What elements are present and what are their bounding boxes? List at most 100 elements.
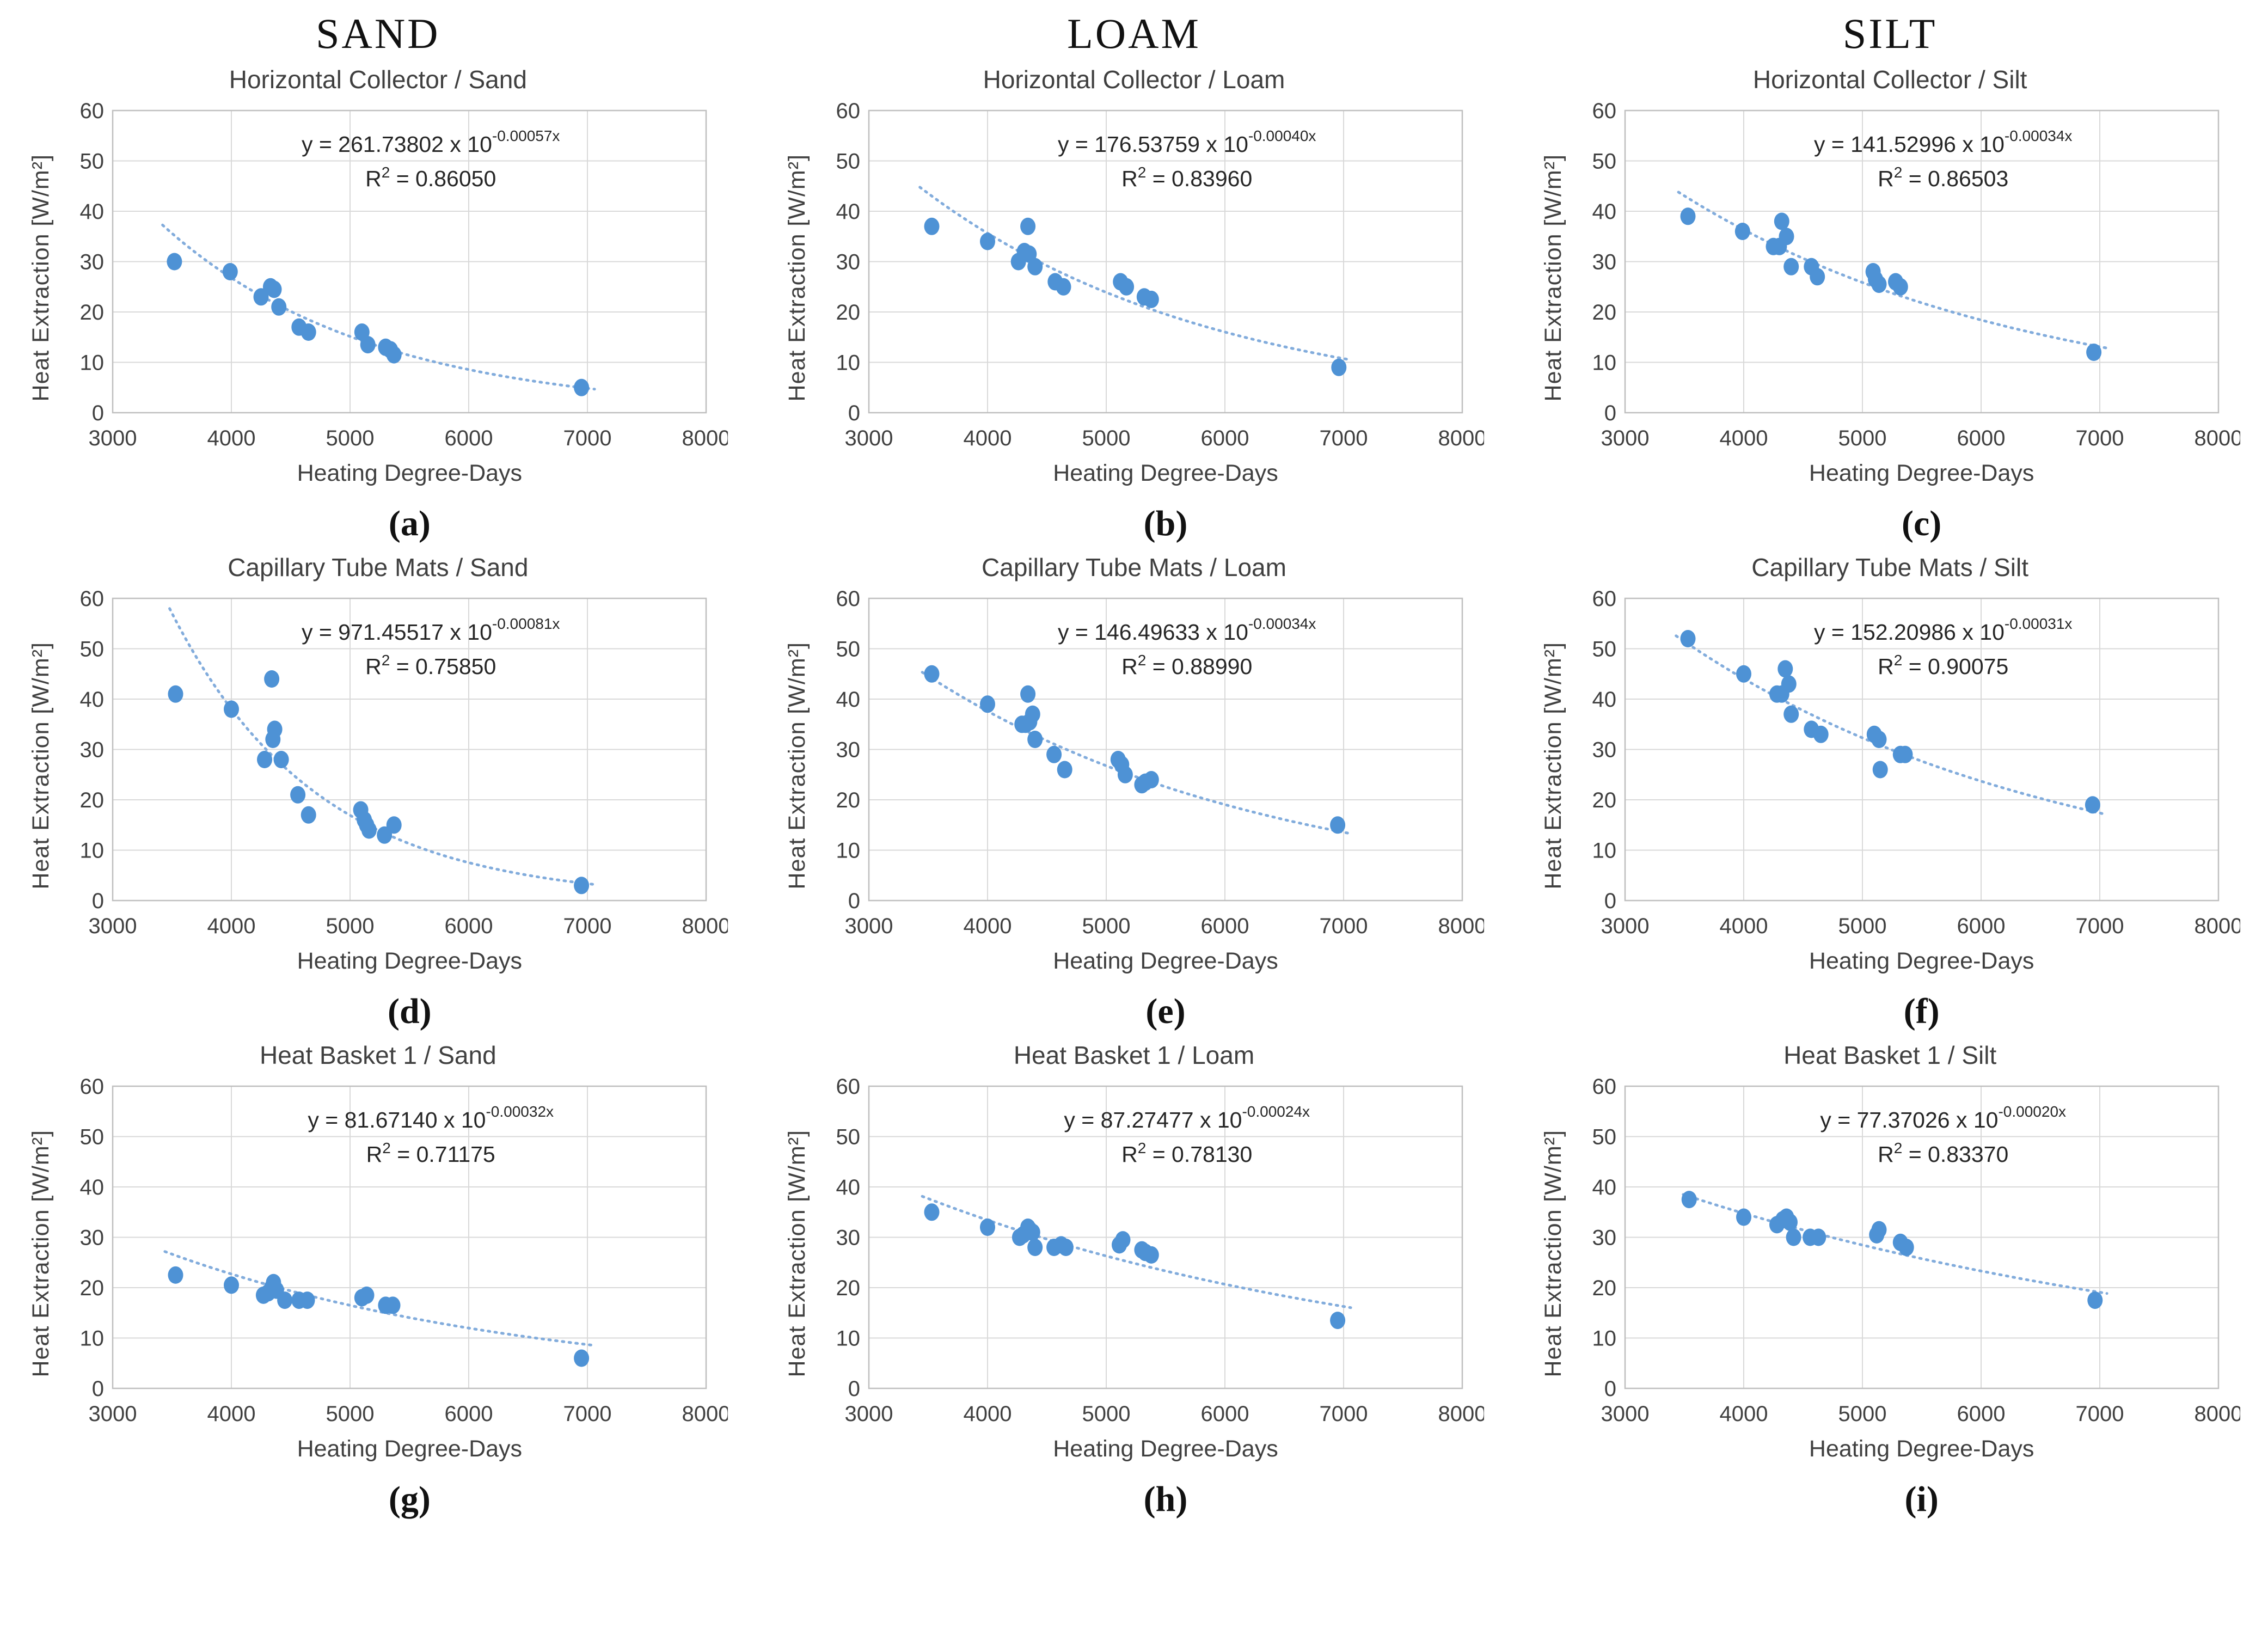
- svg-text:6000: 6000: [445, 1402, 493, 1426]
- svg-text:20: 20: [1592, 301, 1616, 324]
- svg-text:20: 20: [836, 301, 860, 324]
- scatter-plot: 0 10 20 30 40 50 60 3000 4000 5000 6000 7000 8000 y =…: [1592, 99, 2240, 450]
- y-axis-title: Heat Extraction [W/m²]: [28, 642, 54, 890]
- x-axis-title: Heating Degree-Days: [1053, 460, 1278, 486]
- svg-text:3000: 3000: [844, 914, 893, 938]
- chart-panel-b: Horizontal Collector / Loam Heat Extract…: [756, 64, 1512, 544]
- svg-text:5000: 5000: [1838, 426, 1886, 450]
- svg-text:8000: 8000: [2194, 426, 2240, 450]
- chart-panel-f: Capillary Tube Mats / Silt Heat Extracti…: [1512, 552, 2268, 1032]
- svg-text:30: 30: [1592, 250, 1616, 274]
- chart-title: Capillary Tube Mats / Silt: [1751, 553, 2029, 581]
- svg-text:5000: 5000: [1838, 1402, 1886, 1426]
- chart-title: Horizontal Collector / Loam: [983, 65, 1285, 94]
- svg-text:3000: 3000: [89, 1402, 137, 1426]
- svg-text:0: 0: [92, 1377, 104, 1401]
- svg-text:y = 152.20986 x 10-0.00031x: y = 152.20986 x 10-0.00031x: [1814, 615, 2072, 645]
- svg-text:50: 50: [80, 150, 105, 174]
- y-axis-title: Heat Extraction [W/m²]: [28, 154, 54, 402]
- svg-text:6000: 6000: [1957, 914, 2005, 938]
- svg-text:0: 0: [1604, 889, 1616, 913]
- svg-text:20: 20: [836, 1276, 860, 1300]
- chart-title: Horizontal Collector / Silt: [1752, 65, 2027, 94]
- plot-row: Heat Extraction [W/m²] 0 10 20 30 40 50 60 3000…: [1540, 1073, 2240, 1435]
- scatter-plot: 0 10 20 30 40 50 60 3000 4000 5000 6000 7000 8000 y =…: [836, 587, 1484, 938]
- svg-text:50: 50: [80, 1125, 105, 1149]
- svg-text:0: 0: [848, 889, 860, 913]
- svg-text:5000: 5000: [1838, 914, 1886, 938]
- y-axis-title: Heat Extraction [W/m²]: [28, 1130, 54, 1377]
- svg-text:20: 20: [80, 788, 105, 812]
- subfigure-label: (c): [1902, 504, 1942, 543]
- svg-text:R2 = 0.86050: R2 = 0.86050: [365, 164, 496, 191]
- svg-text:60: 60: [836, 1075, 860, 1099]
- x-axis-title: Heating Degree-Days: [1809, 460, 2034, 486]
- svg-text:5000: 5000: [1082, 1402, 1130, 1426]
- svg-text:50: 50: [836, 638, 860, 662]
- svg-text:7000: 7000: [2075, 426, 2124, 450]
- svg-text:40: 40: [1592, 688, 1616, 712]
- svg-text:50: 50: [836, 1125, 860, 1149]
- svg-text:6000: 6000: [1200, 1402, 1249, 1426]
- svg-text:8000: 8000: [1438, 1402, 1484, 1426]
- svg-text:4000: 4000: [963, 426, 1012, 450]
- column-header-silt: SILT: [1842, 10, 1938, 57]
- svg-text:7000: 7000: [1319, 1402, 1368, 1426]
- svg-text:6000: 6000: [1200, 426, 1249, 450]
- svg-text:4000: 4000: [963, 1402, 1012, 1426]
- svg-text:R2 = 0.86503: R2 = 0.86503: [1878, 164, 2008, 191]
- x-axis-title: Heating Degree-Days: [1809, 948, 2034, 974]
- svg-text:10: 10: [80, 351, 105, 375]
- subfigure-label: (h): [1143, 1479, 1188, 1519]
- chart-title: Capillary Tube Mats / Loam: [982, 553, 1286, 581]
- svg-text:10: 10: [1592, 1327, 1616, 1351]
- svg-text:4000: 4000: [207, 1402, 256, 1426]
- svg-text:4000: 4000: [207, 426, 256, 450]
- scatter-plot: 0 10 20 30 40 50 60 3000 4000 5000 6000 7000 8000 y =…: [836, 1075, 1484, 1426]
- svg-text:40: 40: [1592, 200, 1616, 224]
- chart-panel-e: Capillary Tube Mats / Loam Heat Extracti…: [756, 552, 1512, 1032]
- svg-text:20: 20: [80, 301, 105, 324]
- chart-title: Heat Basket 1 / Sand: [259, 1041, 496, 1069]
- svg-text:3000: 3000: [844, 1402, 893, 1426]
- svg-text:30: 30: [1592, 738, 1616, 762]
- y-axis-title: Heat Extraction [W/m²]: [783, 154, 810, 402]
- svg-text:40: 40: [836, 1175, 860, 1199]
- column-header-sand: SAND: [316, 10, 440, 57]
- svg-text:40: 40: [836, 200, 860, 224]
- column-headers: SAND LOAM SILT: [0, 0, 2268, 64]
- y-axis-title: Heat Extraction [W/m²]: [783, 642, 810, 890]
- svg-text:60: 60: [80, 1075, 105, 1099]
- svg-text:y = 176.53759 x 10-0.00040x: y = 176.53759 x 10-0.00040x: [1058, 127, 1316, 157]
- svg-text:10: 10: [836, 839, 860, 863]
- svg-text:5000: 5000: [1082, 426, 1130, 450]
- chart-title: Heat Basket 1 / Silt: [1783, 1041, 1997, 1069]
- svg-text:8000: 8000: [1438, 914, 1484, 938]
- scatter-plot: 0 10 20 30 40 50 60 3000 4000 5000 6000 7000 8000 y =…: [80, 99, 728, 450]
- chart-panel-h: Heat Basket 1 / Loam Heat Extraction [W/…: [756, 1040, 1512, 1520]
- svg-text:6000: 6000: [445, 426, 493, 450]
- svg-text:0: 0: [848, 1377, 860, 1401]
- subfigure-label: (b): [1143, 504, 1188, 543]
- chart-title: Horizontal Collector / Sand: [229, 65, 527, 94]
- chart-panel-d: Capillary Tube Mats / Sand Heat Extracti…: [0, 552, 756, 1032]
- svg-text:30: 30: [836, 1226, 860, 1250]
- svg-text:30: 30: [80, 250, 105, 274]
- svg-text:6000: 6000: [1200, 914, 1249, 938]
- svg-text:7000: 7000: [1319, 426, 1368, 450]
- chart-panel-a: Horizontal Collector / Sand Heat Extract…: [0, 64, 756, 544]
- svg-text:6000: 6000: [1957, 1402, 2005, 1426]
- svg-text:y = 77.37026 x 10-0.00020x: y = 77.37026 x 10-0.00020x: [1820, 1103, 2066, 1132]
- plot-row: Heat Extraction [W/m²] 0 10 20 30 40 50 60 3000…: [28, 97, 728, 459]
- svg-text:40: 40: [80, 688, 105, 712]
- svg-text:50: 50: [836, 150, 860, 174]
- plot-row: Heat Extraction [W/m²] 0 10 20 30 40 50 60 3000…: [28, 1073, 728, 1435]
- svg-text:60: 60: [1592, 99, 1616, 123]
- svg-text:60: 60: [1592, 587, 1616, 611]
- svg-text:30: 30: [1592, 1226, 1616, 1250]
- svg-text:8000: 8000: [2194, 914, 2240, 938]
- svg-text:20: 20: [1592, 788, 1616, 812]
- svg-text:R2 = 0.75850: R2 = 0.75850: [365, 652, 496, 679]
- svg-text:8000: 8000: [1438, 426, 1484, 450]
- svg-text:60: 60: [836, 99, 860, 123]
